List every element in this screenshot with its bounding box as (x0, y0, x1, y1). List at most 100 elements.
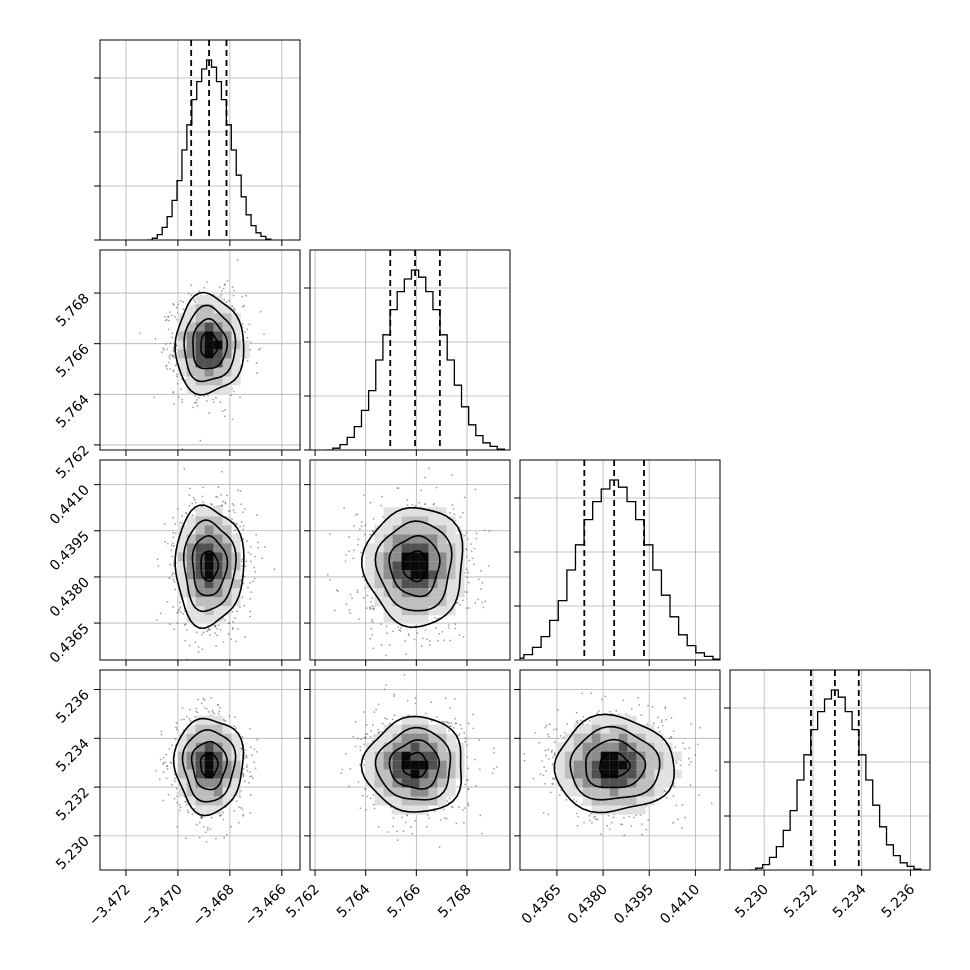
sample-point (255, 750, 258, 753)
density-bin (446, 579, 456, 589)
density-bin (383, 606, 393, 616)
sample-point (359, 807, 362, 810)
density-bin (645, 787, 655, 797)
sample-point (172, 578, 175, 581)
density-bin (636, 769, 646, 779)
scatter-panel-3-1: 5.762 5.764 5.766 5.768 (283, 669, 511, 921)
sample-point (356, 589, 359, 592)
sample-point (425, 825, 428, 828)
sample-point (183, 718, 185, 721)
sample-point (194, 395, 197, 397)
sample-point (226, 494, 228, 497)
density-bin (204, 778, 214, 788)
sample-point (393, 714, 396, 717)
sample-point (176, 801, 179, 804)
sample-point (447, 624, 450, 627)
sample-point (622, 699, 625, 702)
sample-point (220, 289, 223, 292)
density-bin (419, 552, 429, 562)
sample-point (165, 777, 168, 780)
sample-point (248, 727, 251, 730)
sample-point (615, 709, 618, 712)
sample-point (380, 623, 383, 626)
density-bin (374, 579, 384, 589)
sample-point (484, 600, 487, 603)
density-bin (609, 769, 619, 779)
sample-point (232, 620, 234, 623)
density-bin (222, 534, 232, 544)
density-bin (555, 742, 565, 752)
density-bin (555, 778, 565, 788)
density-bin (374, 543, 384, 553)
density-bin (636, 760, 646, 770)
density-bin (419, 597, 429, 607)
density-bin (419, 733, 429, 743)
sample-point (170, 762, 173, 765)
sample-point (459, 516, 462, 519)
sample-point (387, 665, 389, 667)
sample-point (657, 726, 660, 729)
sample-point (236, 800, 238, 803)
sample-point (439, 819, 442, 821)
x-tick-label: 0.4395 (611, 882, 657, 928)
sample-point (173, 403, 176, 405)
density-bin (195, 349, 205, 359)
y-tick-label: 5.766 (53, 341, 93, 381)
sample-point (670, 717, 673, 719)
density-bin (618, 787, 628, 797)
density-bin (654, 733, 664, 743)
density-bin (383, 525, 393, 535)
sample-point (469, 543, 472, 546)
sample-point (237, 627, 239, 630)
sample-point (467, 802, 470, 805)
sample-point (364, 533, 366, 536)
sample-point (200, 505, 203, 508)
sample-point (544, 749, 547, 752)
sample-point (192, 496, 195, 499)
sample-point (426, 638, 428, 641)
sample-point (165, 343, 167, 345)
sample-point (414, 505, 417, 507)
density-bin (222, 787, 232, 797)
density-bin (195, 358, 205, 368)
sample-point (348, 550, 350, 553)
sample-point (240, 503, 243, 506)
density-bin (204, 733, 214, 743)
panel-content (155, 697, 259, 843)
sample-point (546, 733, 549, 736)
sample-point (428, 467, 430, 470)
sample-point (388, 644, 391, 646)
density-bin (231, 313, 241, 323)
density-bin (455, 552, 465, 562)
sample-point (164, 315, 166, 318)
sample-point (542, 774, 545, 777)
density-bin (186, 340, 196, 350)
sample-point (191, 502, 194, 505)
density-bin (446, 534, 456, 544)
density-bin (177, 579, 187, 589)
density-bin (383, 742, 393, 752)
sample-point (679, 764, 682, 767)
density-bin (204, 769, 214, 779)
sample-point (438, 632, 441, 635)
panel-content (156, 467, 276, 660)
sample-point (171, 783, 173, 786)
density-bin (240, 349, 250, 359)
sample-point (462, 636, 465, 638)
density-bin (573, 724, 583, 734)
sample-point (171, 573, 174, 576)
density-bin (383, 597, 393, 607)
sample-point (193, 299, 196, 301)
sample-point (154, 338, 157, 340)
sample-point (187, 811, 190, 814)
density-bin (195, 322, 205, 332)
density-bin (428, 561, 438, 571)
sample-point (657, 716, 659, 719)
sample-point (240, 560, 243, 563)
contour-2 (182, 519, 237, 613)
sample-point (638, 703, 641, 706)
sample-point (647, 704, 649, 707)
sample-point (651, 706, 654, 708)
sample-point (231, 286, 234, 288)
sample-point (424, 503, 427, 506)
